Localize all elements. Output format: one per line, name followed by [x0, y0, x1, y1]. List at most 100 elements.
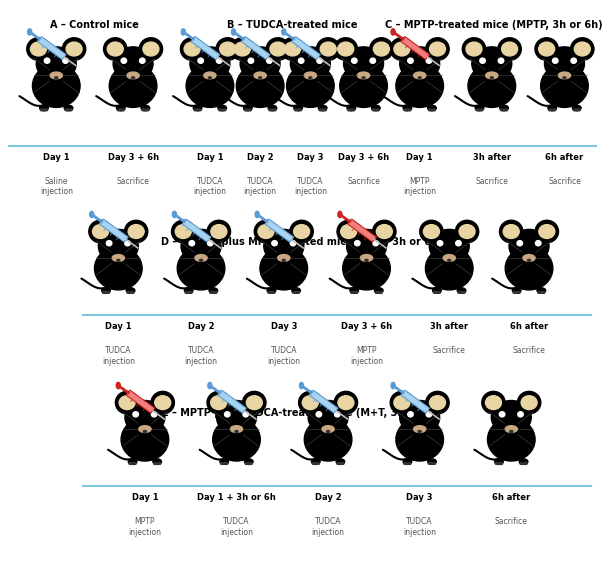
Ellipse shape	[400, 400, 440, 434]
Ellipse shape	[236, 65, 284, 108]
Ellipse shape	[574, 42, 590, 56]
Ellipse shape	[525, 463, 527, 464]
Ellipse shape	[189, 240, 195, 246]
Ellipse shape	[244, 105, 252, 111]
Ellipse shape	[403, 459, 412, 464]
Ellipse shape	[282, 260, 285, 261]
Circle shape	[180, 38, 204, 61]
Ellipse shape	[428, 459, 437, 464]
Ellipse shape	[339, 463, 341, 464]
Ellipse shape	[144, 109, 147, 111]
Ellipse shape	[558, 72, 570, 79]
Ellipse shape	[459, 225, 475, 239]
Ellipse shape	[302, 396, 318, 410]
Ellipse shape	[55, 77, 58, 79]
Ellipse shape	[350, 288, 359, 293]
Ellipse shape	[431, 463, 433, 464]
Ellipse shape	[521, 396, 537, 410]
Ellipse shape	[338, 211, 342, 218]
Ellipse shape	[458, 292, 460, 293]
Ellipse shape	[127, 292, 129, 293]
Ellipse shape	[297, 109, 299, 111]
Ellipse shape	[485, 396, 502, 410]
Ellipse shape	[375, 109, 377, 111]
Ellipse shape	[270, 292, 273, 293]
Ellipse shape	[426, 411, 432, 417]
Ellipse shape	[248, 58, 254, 63]
Text: TUDCA
injection: TUDCA injection	[185, 346, 218, 365]
Text: 6h after: 6h after	[545, 153, 584, 162]
Ellipse shape	[139, 425, 151, 432]
Ellipse shape	[235, 42, 250, 56]
Ellipse shape	[317, 463, 320, 464]
Ellipse shape	[142, 109, 144, 111]
Ellipse shape	[406, 109, 408, 111]
Ellipse shape	[517, 240, 523, 246]
Ellipse shape	[298, 58, 304, 63]
Ellipse shape	[245, 463, 247, 464]
Ellipse shape	[404, 463, 406, 464]
Circle shape	[535, 38, 558, 61]
Ellipse shape	[182, 29, 185, 35]
Ellipse shape	[297, 292, 300, 293]
Text: B – TUDCA-treated mice: B – TUDCA-treated mice	[227, 20, 358, 30]
Ellipse shape	[300, 109, 302, 111]
Ellipse shape	[545, 47, 584, 81]
Ellipse shape	[344, 47, 384, 81]
Ellipse shape	[131, 463, 134, 464]
Ellipse shape	[434, 292, 435, 293]
Ellipse shape	[518, 411, 523, 417]
Ellipse shape	[494, 459, 504, 464]
Ellipse shape	[172, 211, 177, 218]
Ellipse shape	[200, 260, 203, 261]
Ellipse shape	[175, 225, 191, 239]
Ellipse shape	[327, 431, 330, 432]
Ellipse shape	[370, 58, 376, 63]
Ellipse shape	[552, 58, 558, 63]
Ellipse shape	[541, 65, 589, 108]
Ellipse shape	[290, 240, 295, 246]
Ellipse shape	[372, 109, 374, 111]
Ellipse shape	[190, 292, 192, 293]
Polygon shape	[241, 37, 270, 59]
Ellipse shape	[423, 225, 440, 239]
Ellipse shape	[65, 105, 73, 111]
Ellipse shape	[376, 225, 393, 239]
Circle shape	[317, 38, 340, 61]
Ellipse shape	[352, 58, 357, 63]
Circle shape	[482, 391, 505, 414]
Circle shape	[139, 38, 163, 61]
Text: Sacrifice: Sacrifice	[347, 177, 380, 186]
Ellipse shape	[106, 240, 112, 246]
Ellipse shape	[68, 109, 69, 111]
Ellipse shape	[273, 292, 275, 293]
Ellipse shape	[50, 72, 62, 79]
Ellipse shape	[244, 459, 253, 464]
Ellipse shape	[502, 42, 517, 56]
Ellipse shape	[254, 72, 267, 79]
Ellipse shape	[540, 292, 542, 293]
Ellipse shape	[456, 240, 461, 246]
Ellipse shape	[282, 29, 286, 35]
Ellipse shape	[418, 431, 421, 432]
Ellipse shape	[554, 109, 556, 111]
Ellipse shape	[194, 105, 202, 111]
Ellipse shape	[406, 463, 408, 464]
Ellipse shape	[131, 77, 134, 79]
Text: MPTP
injection: MPTP injection	[403, 177, 436, 196]
Text: 3h after: 3h after	[430, 322, 469, 331]
Text: Day 1: Day 1	[43, 153, 69, 162]
Ellipse shape	[216, 58, 222, 63]
Ellipse shape	[312, 459, 320, 464]
Ellipse shape	[429, 396, 446, 410]
Ellipse shape	[315, 463, 317, 464]
Ellipse shape	[523, 463, 525, 464]
Ellipse shape	[438, 292, 440, 293]
Ellipse shape	[295, 292, 297, 293]
Ellipse shape	[428, 105, 437, 111]
Text: Day 1: Day 1	[105, 322, 131, 331]
Ellipse shape	[429, 42, 446, 56]
Ellipse shape	[224, 109, 226, 111]
Circle shape	[207, 391, 230, 414]
Ellipse shape	[500, 109, 503, 111]
